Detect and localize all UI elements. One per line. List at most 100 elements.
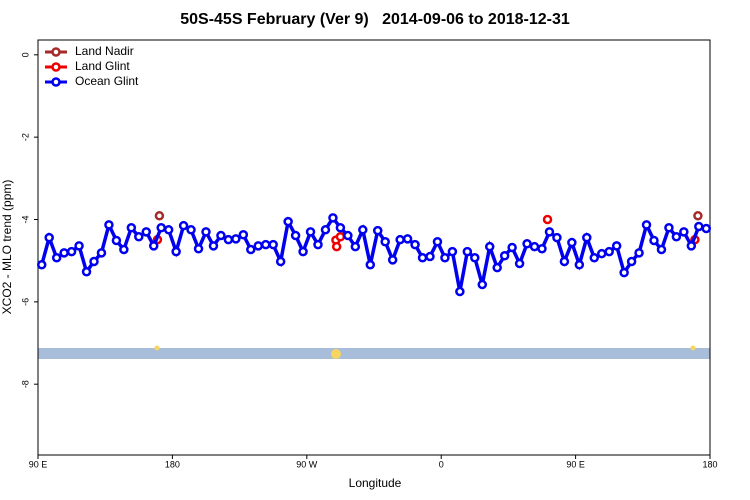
point: [298, 246, 308, 257]
point: [313, 239, 323, 250]
point: [507, 242, 517, 253]
point: [589, 253, 600, 263]
point: [611, 241, 622, 251]
point: [432, 236, 443, 247]
point: [514, 258, 525, 269]
point: [671, 232, 682, 242]
point: [335, 232, 346, 242]
point: [417, 253, 428, 263]
y-tick-label: -2: [20, 133, 30, 141]
point: [395, 234, 405, 245]
point: [111, 235, 122, 246]
point: [253, 241, 264, 251]
point: [693, 211, 703, 221]
land-marker: [154, 345, 160, 351]
point: [626, 256, 637, 267]
point: [380, 236, 390, 247]
point: [290, 230, 301, 241]
point: [596, 248, 607, 259]
point: [193, 243, 204, 254]
point: [36, 260, 47, 270]
legend-label: Land Nadir: [75, 44, 134, 58]
point: [66, 246, 77, 257]
land-band: [38, 348, 710, 359]
point: [582, 232, 592, 243]
point: [104, 220, 114, 230]
point: [154, 211, 165, 221]
point: [567, 237, 577, 248]
point: [529, 241, 540, 252]
land-marker: [331, 349, 341, 359]
x-tick-label: 180: [702, 459, 717, 469]
point: [119, 244, 129, 255]
point: [402, 234, 413, 244]
point: [656, 244, 667, 255]
point: [455, 286, 465, 297]
point: [216, 230, 226, 241]
point: [178, 220, 189, 231]
point: [134, 232, 144, 242]
legend-marker: [51, 47, 61, 57]
x-tick-label: 90 E: [29, 459, 48, 469]
y-tick-label: -4: [20, 215, 30, 223]
chart-title: 50S-45S February (Ver 9) 2014-09-06 to 2…: [180, 11, 570, 28]
point: [268, 239, 278, 250]
point: [305, 227, 316, 237]
point: [701, 223, 712, 234]
point: [372, 225, 383, 236]
point: [335, 222, 346, 233]
point: [477, 279, 488, 290]
point: [328, 213, 338, 223]
point: [223, 234, 234, 245]
point: [44, 232, 54, 243]
point: [679, 227, 689, 237]
point: [343, 230, 353, 241]
point: [186, 225, 196, 235]
point: [59, 248, 69, 258]
y-tick-label: -8: [20, 380, 30, 388]
point: [96, 248, 107, 258]
point: [148, 241, 159, 251]
point: [51, 253, 62, 263]
x-tick-label: 90 W: [296, 459, 318, 469]
point: [81, 267, 92, 277]
point: [664, 222, 674, 233]
point: [440, 253, 450, 263]
y-axis-title: XCO2 - MLO trend (ppm): [0, 180, 14, 315]
point: [358, 225, 368, 235]
point: [499, 250, 510, 261]
point: [410, 239, 420, 250]
point: [604, 246, 614, 257]
point: [156, 222, 166, 233]
point: [447, 246, 458, 257]
point: [246, 244, 256, 255]
point: [537, 243, 547, 254]
point: [649, 235, 659, 246]
point: [331, 241, 342, 252]
point: [238, 229, 249, 240]
y-tick-label: -6: [20, 298, 30, 306]
point: [574, 260, 585, 270]
x-tick-label: 0: [439, 459, 444, 469]
legend-marker: [51, 77, 61, 87]
point: [387, 255, 398, 265]
point: [522, 239, 532, 249]
point: [492, 262, 502, 273]
point: [694, 221, 704, 232]
legend-label: Land Glint: [75, 59, 130, 73]
point: [74, 241, 84, 251]
point: [231, 234, 241, 244]
point: [686, 241, 697, 251]
point: [484, 241, 495, 252]
point: [126, 222, 137, 233]
point: [89, 256, 99, 267]
point: [544, 227, 555, 237]
point: [260, 239, 271, 250]
point: [462, 246, 473, 257]
x-tick-label: 90 E: [566, 459, 585, 469]
point: [208, 241, 219, 251]
point: [641, 220, 652, 230]
legend-marker: [51, 62, 61, 72]
plot-frame: [37, 39, 711, 456]
point: [619, 267, 629, 278]
